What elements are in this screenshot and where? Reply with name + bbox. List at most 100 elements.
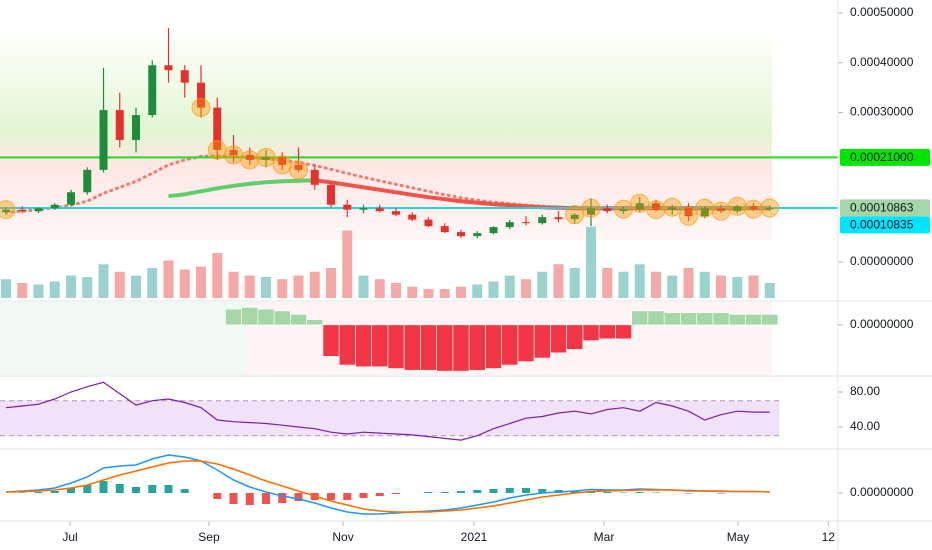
- signal-marker: [289, 160, 309, 180]
- candle-body: [245, 154, 254, 160]
- candle-body: [408, 214, 417, 220]
- volume-bar: [17, 283, 28, 298]
- histogram-bar: [745, 314, 762, 326]
- candle-body: [652, 203, 661, 210]
- candle-body: [278, 157, 287, 165]
- volume-bar: [49, 281, 60, 298]
- histogram-bar: [550, 324, 567, 354]
- histogram-bar: [631, 310, 649, 326]
- volume-bar: [244, 275, 255, 298]
- volume-bar: [326, 268, 337, 298]
- volume-bar: [277, 279, 288, 298]
- candle-body: [684, 207, 693, 217]
- volume-bar: [553, 264, 564, 298]
- histogram-bar: [387, 324, 405, 369]
- signal-marker: [191, 98, 211, 118]
- candle-body: [197, 82, 206, 108]
- candle-body: [392, 211, 401, 215]
- histogram-bar: [274, 310, 291, 326]
- indicator-line: [5, 454, 770, 515]
- candle-body: [327, 184, 336, 205]
- histogram-bar: [501, 324, 519, 366]
- histogram-bar: [696, 312, 714, 326]
- candle-body: [603, 208, 612, 212]
- candle-body: [424, 219, 433, 227]
- macd-histogram-bar: [684, 493, 693, 494]
- histogram-bar: [680, 312, 697, 326]
- y-tick-label: 0.00000000: [850, 254, 914, 268]
- signal-marker: [272, 155, 292, 175]
- histogram-bar: [712, 312, 730, 326]
- volume-bar: [504, 275, 515, 298]
- signal-marker: [679, 206, 699, 226]
- candle-body: [765, 207, 774, 210]
- volume-bar: [488, 281, 499, 298]
- volume-bar: [569, 268, 580, 298]
- macd-histogram-bar: [99, 481, 108, 493]
- volume-bar: [472, 284, 483, 298]
- candle-body: [473, 233, 482, 237]
- volume-bar: [391, 283, 402, 298]
- macd-histogram-bar: [619, 492, 628, 493]
- indicator-line: [4, 154, 772, 214]
- y-tick-label: 0.00050000: [850, 5, 914, 19]
- macd-histogram-bar: [424, 492, 433, 493]
- candle-body: [67, 192, 76, 205]
- histogram-bar: [452, 324, 470, 372]
- histogram-bar: [599, 324, 616, 340]
- macd-histogram-bar: [180, 489, 189, 493]
- volume-bar: [407, 286, 418, 298]
- candle-body: [749, 206, 758, 210]
- macd-histogram-bar: [343, 493, 352, 500]
- candle-body: [18, 209, 27, 212]
- volume-bar: [423, 289, 434, 298]
- volume-bar: [228, 271, 239, 298]
- histogram-bar: [371, 324, 389, 367]
- x-tick-label: 2021: [461, 530, 488, 544]
- volume-bar: [342, 230, 353, 298]
- macd-histogram-bar: [67, 488, 76, 493]
- y-tick-label: 0.00030000: [850, 105, 914, 119]
- candle-body: [457, 232, 466, 237]
- volume-bar: [748, 275, 759, 298]
- macd-histogram-bar: [392, 493, 401, 494]
- macd-histogram-bar: [473, 490, 482, 493]
- volume-bar: [537, 271, 548, 298]
- macd-histogram-bar: [278, 493, 287, 503]
- volume-bar: [602, 268, 613, 298]
- volume-bar: [456, 286, 467, 298]
- volume-bar: [196, 266, 207, 298]
- macd-histogram-bar: [213, 493, 222, 499]
- volume-bar: [1, 279, 12, 298]
- candle-body: [50, 204, 59, 209]
- macd-histogram-bar: [229, 493, 238, 504]
- macd-histogram-bar: [375, 493, 384, 496]
- price-tag-label: 0.00021000: [850, 150, 914, 164]
- price-tag-label: 0.00010863: [850, 201, 914, 215]
- volume-bar: [634, 264, 645, 298]
- candle-body: [132, 115, 141, 140]
- histogram-bar: [469, 324, 486, 371]
- macd-histogram-bar: [603, 492, 612, 493]
- histogram-bar: [485, 324, 502, 369]
- candle-body: [440, 226, 449, 233]
- candle-body: [505, 222, 514, 228]
- volume-bar: [683, 268, 694, 298]
- macd-histogram-bar: [294, 493, 303, 501]
- macd-histogram-bar: [34, 492, 43, 493]
- candle-body: [310, 169, 319, 185]
- signal-marker: [207, 140, 227, 160]
- candle-body: [587, 208, 596, 215]
- candle-body: [343, 204, 352, 210]
- macd-histogram-bar: [538, 489, 547, 493]
- volume-bar: [618, 271, 629, 298]
- indicator-line: [5, 460, 770, 513]
- indicator-backdrop: [0, 302, 245, 375]
- histogram-bar: [339, 324, 356, 366]
- x-tick-label: May: [727, 530, 750, 544]
- candle-body: [294, 164, 303, 170]
- histogram-bar: [290, 314, 307, 326]
- candle-body: [180, 70, 189, 83]
- histogram-bar: [729, 314, 746, 326]
- macd-histogram-bar: [505, 488, 514, 493]
